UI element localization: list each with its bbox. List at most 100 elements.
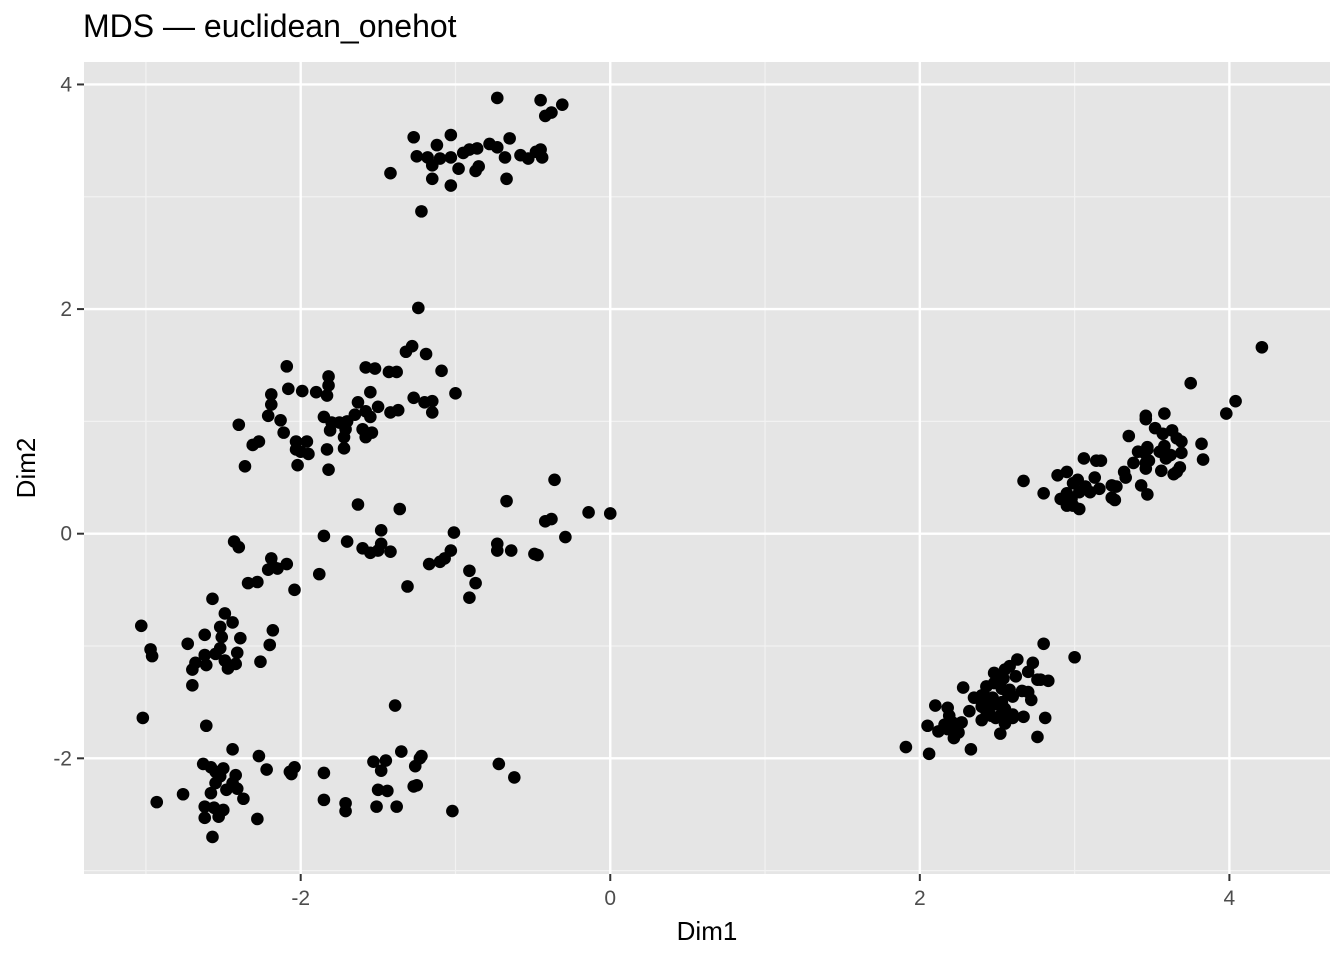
data-point	[1139, 412, 1153, 426]
data-point	[254, 655, 267, 669]
data-point	[603, 507, 617, 520]
data-point	[288, 583, 301, 597]
data-point	[964, 743, 978, 756]
data-point	[312, 567, 326, 581]
data-point	[1127, 456, 1140, 470]
data-point	[555, 98, 569, 111]
data-point	[1068, 650, 1081, 664]
data-point	[1037, 637, 1050, 651]
data-point	[322, 370, 335, 383]
minor-gridlines	[84, 62, 1330, 874]
data-point	[322, 463, 335, 476]
data-point	[1038, 711, 1052, 725]
data-point	[264, 388, 278, 401]
data-point	[1037, 486, 1050, 500]
data-point	[261, 563, 275, 576]
data-point	[181, 637, 195, 651]
data-point	[1195, 437, 1208, 451]
x-axis-label: Dim1	[677, 916, 738, 946]
data-point	[277, 426, 290, 439]
data-point	[1139, 462, 1153, 475]
data-point	[469, 164, 482, 178]
data-point	[136, 711, 150, 725]
data-point	[922, 747, 936, 761]
data-point	[230, 782, 244, 795]
data-point	[500, 172, 513, 186]
data-point	[1006, 690, 1019, 703]
data-point	[1175, 435, 1188, 448]
data-point	[490, 91, 504, 105]
y-tick-label: 4	[60, 73, 72, 96]
data-point	[381, 784, 394, 798]
data-point	[150, 795, 164, 809]
data-point	[337, 430, 351, 444]
data-point	[280, 557, 294, 571]
data-point	[929, 699, 942, 712]
data-point	[425, 159, 439, 172]
data-point	[323, 424, 337, 437]
data-point	[364, 546, 377, 560]
data-point	[921, 719, 934, 733]
data-point	[503, 132, 516, 145]
data-point	[317, 766, 331, 780]
data-point	[145, 649, 159, 663]
data-point	[1229, 394, 1242, 408]
data-point	[1105, 479, 1119, 492]
data-point	[492, 757, 506, 771]
data-point	[452, 162, 465, 175]
data-point	[1159, 452, 1173, 465]
data-point	[340, 535, 354, 548]
data-point	[1184, 376, 1197, 390]
data-point	[388, 699, 402, 712]
data-point	[384, 166, 397, 180]
data-point	[410, 778, 424, 792]
data-point	[463, 564, 476, 578]
data-point	[246, 438, 260, 452]
data-point	[209, 776, 222, 790]
data-point	[419, 347, 433, 361]
data-point	[531, 548, 544, 562]
data-point	[226, 743, 239, 756]
data-point	[1196, 453, 1210, 466]
data-point	[1094, 454, 1108, 467]
data-point	[1105, 491, 1119, 505]
data-point	[261, 409, 275, 423]
data-point	[433, 555, 447, 569]
data-point	[176, 787, 190, 801]
data-point	[447, 526, 461, 539]
data-point	[899, 740, 913, 754]
data-point	[425, 394, 439, 408]
data-point	[134, 619, 148, 633]
x-tick-label: -2	[291, 887, 310, 910]
data-point	[198, 800, 212, 813]
data-point	[559, 530, 572, 544]
data-point	[538, 109, 552, 123]
x-tick-label: 4	[1224, 887, 1236, 910]
data-point	[322, 379, 335, 392]
data-point	[1158, 407, 1171, 420]
data-point	[274, 413, 287, 427]
data-point	[535, 151, 549, 164]
data-point	[309, 385, 323, 399]
data-point	[1072, 502, 1086, 516]
data-point	[1175, 446, 1188, 460]
data-point	[186, 663, 199, 676]
data-point	[430, 138, 444, 152]
data-point	[407, 130, 420, 144]
y-axis: -2 0 2 4	[53, 73, 84, 770]
data-point	[407, 391, 420, 405]
data-point	[241, 576, 255, 590]
data-point	[390, 365, 403, 379]
data-point	[230, 646, 244, 660]
data-point	[456, 146, 470, 160]
data-point	[251, 812, 264, 826]
data-point	[266, 623, 280, 637]
data-point	[1021, 665, 1035, 679]
data-point	[264, 398, 278, 411]
data-point	[186, 679, 199, 692]
data-point	[1009, 670, 1023, 683]
data-point	[998, 717, 1012, 730]
y-tick-label: 2	[60, 298, 72, 321]
data-point	[339, 804, 352, 818]
data-point	[252, 749, 266, 763]
